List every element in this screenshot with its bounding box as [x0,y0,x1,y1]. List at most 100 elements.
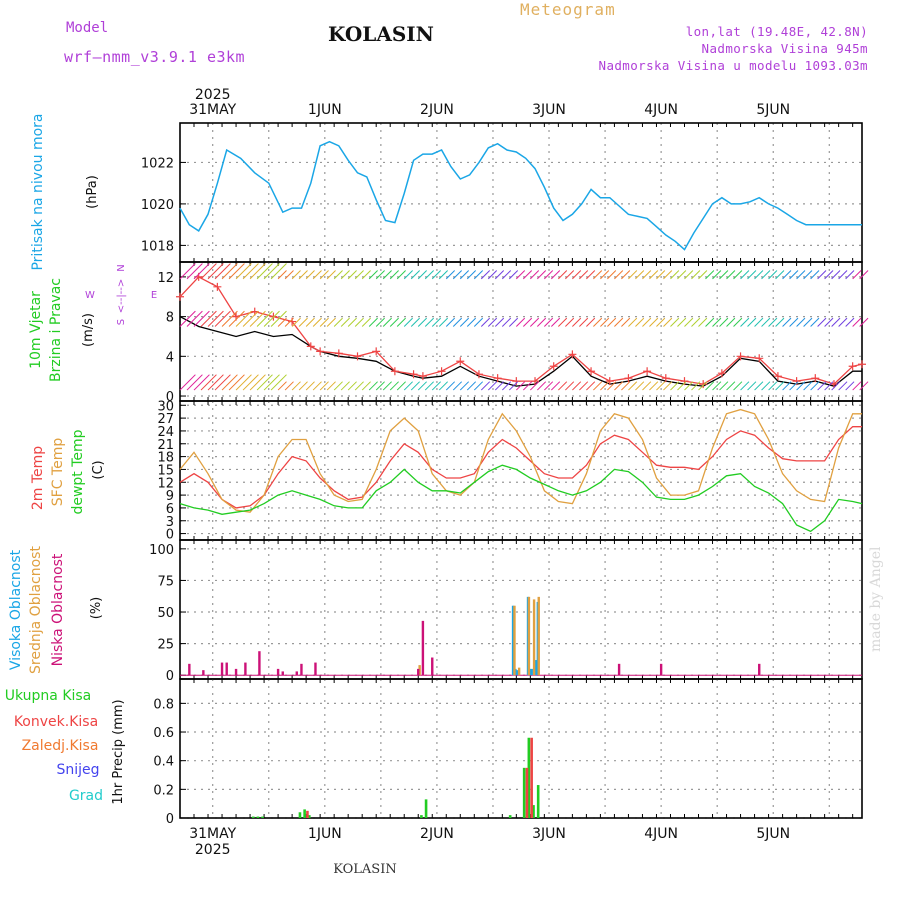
wind-barb [831,270,841,280]
wind-barb [319,381,329,391]
wind-barb [796,317,806,327]
wind-gust-marker [493,374,502,383]
wind-barb [628,317,638,327]
wind-barb [691,381,701,391]
wind-gust-marker [512,377,521,386]
wind-barb [298,270,308,280]
cloud-legend-mid: Srednja Oblacnost [28,546,44,674]
wind-barb [726,381,736,391]
cloud-low-bar [225,662,228,676]
wind-barb [186,310,203,327]
wind-barb [410,270,420,280]
wind-barb [838,381,848,391]
wind-barb [733,381,743,391]
wind-barb [684,317,694,327]
wind-unit: (m/s) [81,313,96,347]
wind-barb [607,317,617,327]
wind-barb [242,374,259,391]
day-label-top: 31MAY [189,102,236,118]
day-label-bottom: 2JUN [420,826,454,842]
wind-barb [235,310,252,327]
wind-barb [838,270,848,280]
cloud-low-bar [188,663,191,676]
wind-barb [726,317,736,327]
wind-dir-w: W [85,290,95,301]
model-label: Model [66,20,109,36]
cloud-low-bar [295,671,298,676]
wind-barb [284,381,294,391]
wind-barb [761,381,771,391]
wind-barb [235,263,252,280]
wind-barb [698,317,708,327]
wind-barb [340,381,350,391]
elevation-label: Nadmorska Visina 945m [701,41,868,56]
ytick-label-temperature: 24 [157,425,174,440]
wind-barb [642,317,652,327]
wind-barb [193,310,210,327]
wind-barb [410,381,420,391]
wind-barb [600,317,610,327]
wind-barb [796,270,806,280]
wind-barb [207,310,224,327]
ytick-label-precip: 0.6 [153,726,174,741]
wind-gust-marker [858,360,866,369]
wind-barb [810,317,820,327]
wind-barb [228,263,245,280]
wind-barb [501,317,512,327]
wind-barb [698,381,708,391]
wind-barb [677,317,687,327]
wind-barb [824,270,834,280]
wind-barb [529,270,540,280]
wind-dir-arrows: <--|--> [116,279,127,314]
cloud-high-bar [516,670,519,676]
wind-gust-marker [568,350,577,359]
temp-legend-2m: 2m Temp [30,446,46,510]
wind-barb [544,317,554,327]
wind-barb [256,263,273,280]
wind-barb [389,317,399,327]
precip-total-bar [261,816,264,818]
wind-barb [670,270,680,280]
wind-barb [459,381,470,391]
wind-barb [284,317,294,327]
day-label-top: 2JUN [420,102,454,118]
wind-barb [375,317,385,327]
wind-barb [536,381,547,391]
wind-barb [179,263,196,280]
wind-barb [494,381,505,391]
wind-barb [466,317,477,327]
wind-barb [508,381,519,391]
wind-barb [656,270,666,280]
wind-barb [200,310,217,327]
wind-barb [845,317,855,327]
wind-barb [740,381,750,391]
wind-barb [775,317,785,327]
wind-barb [347,317,357,327]
precip-total-bar [527,737,531,818]
precip-legend-0: Ukupna Kisa [5,688,92,704]
wind-barb [235,374,252,391]
wind-barb [691,270,701,280]
wind-barb [480,317,491,327]
day-label-top: 3JUN [532,102,566,118]
wind-barb [565,317,575,327]
wind-gust-marker [316,347,325,356]
wind-barb [319,317,329,327]
wind-barb [656,381,666,391]
wind-barb [600,270,610,280]
wind-barb [712,381,722,391]
wind-barb [628,270,638,280]
cloud-legend-high: Visoka Oblacnost [8,549,24,670]
wind-dir-n: N [116,264,127,271]
wind-barb [775,381,785,391]
panel-frame-clouds [179,539,863,680]
wind-barb [277,317,287,327]
wind-barb [558,381,568,391]
wind-barb [375,381,385,391]
precip-total-bar [522,767,526,818]
wind-barb [221,263,238,280]
wind-barb [417,317,427,327]
wind-barb [803,381,813,391]
wind-barb [403,317,413,327]
ytick-label-pressure: 1020 [141,198,174,213]
